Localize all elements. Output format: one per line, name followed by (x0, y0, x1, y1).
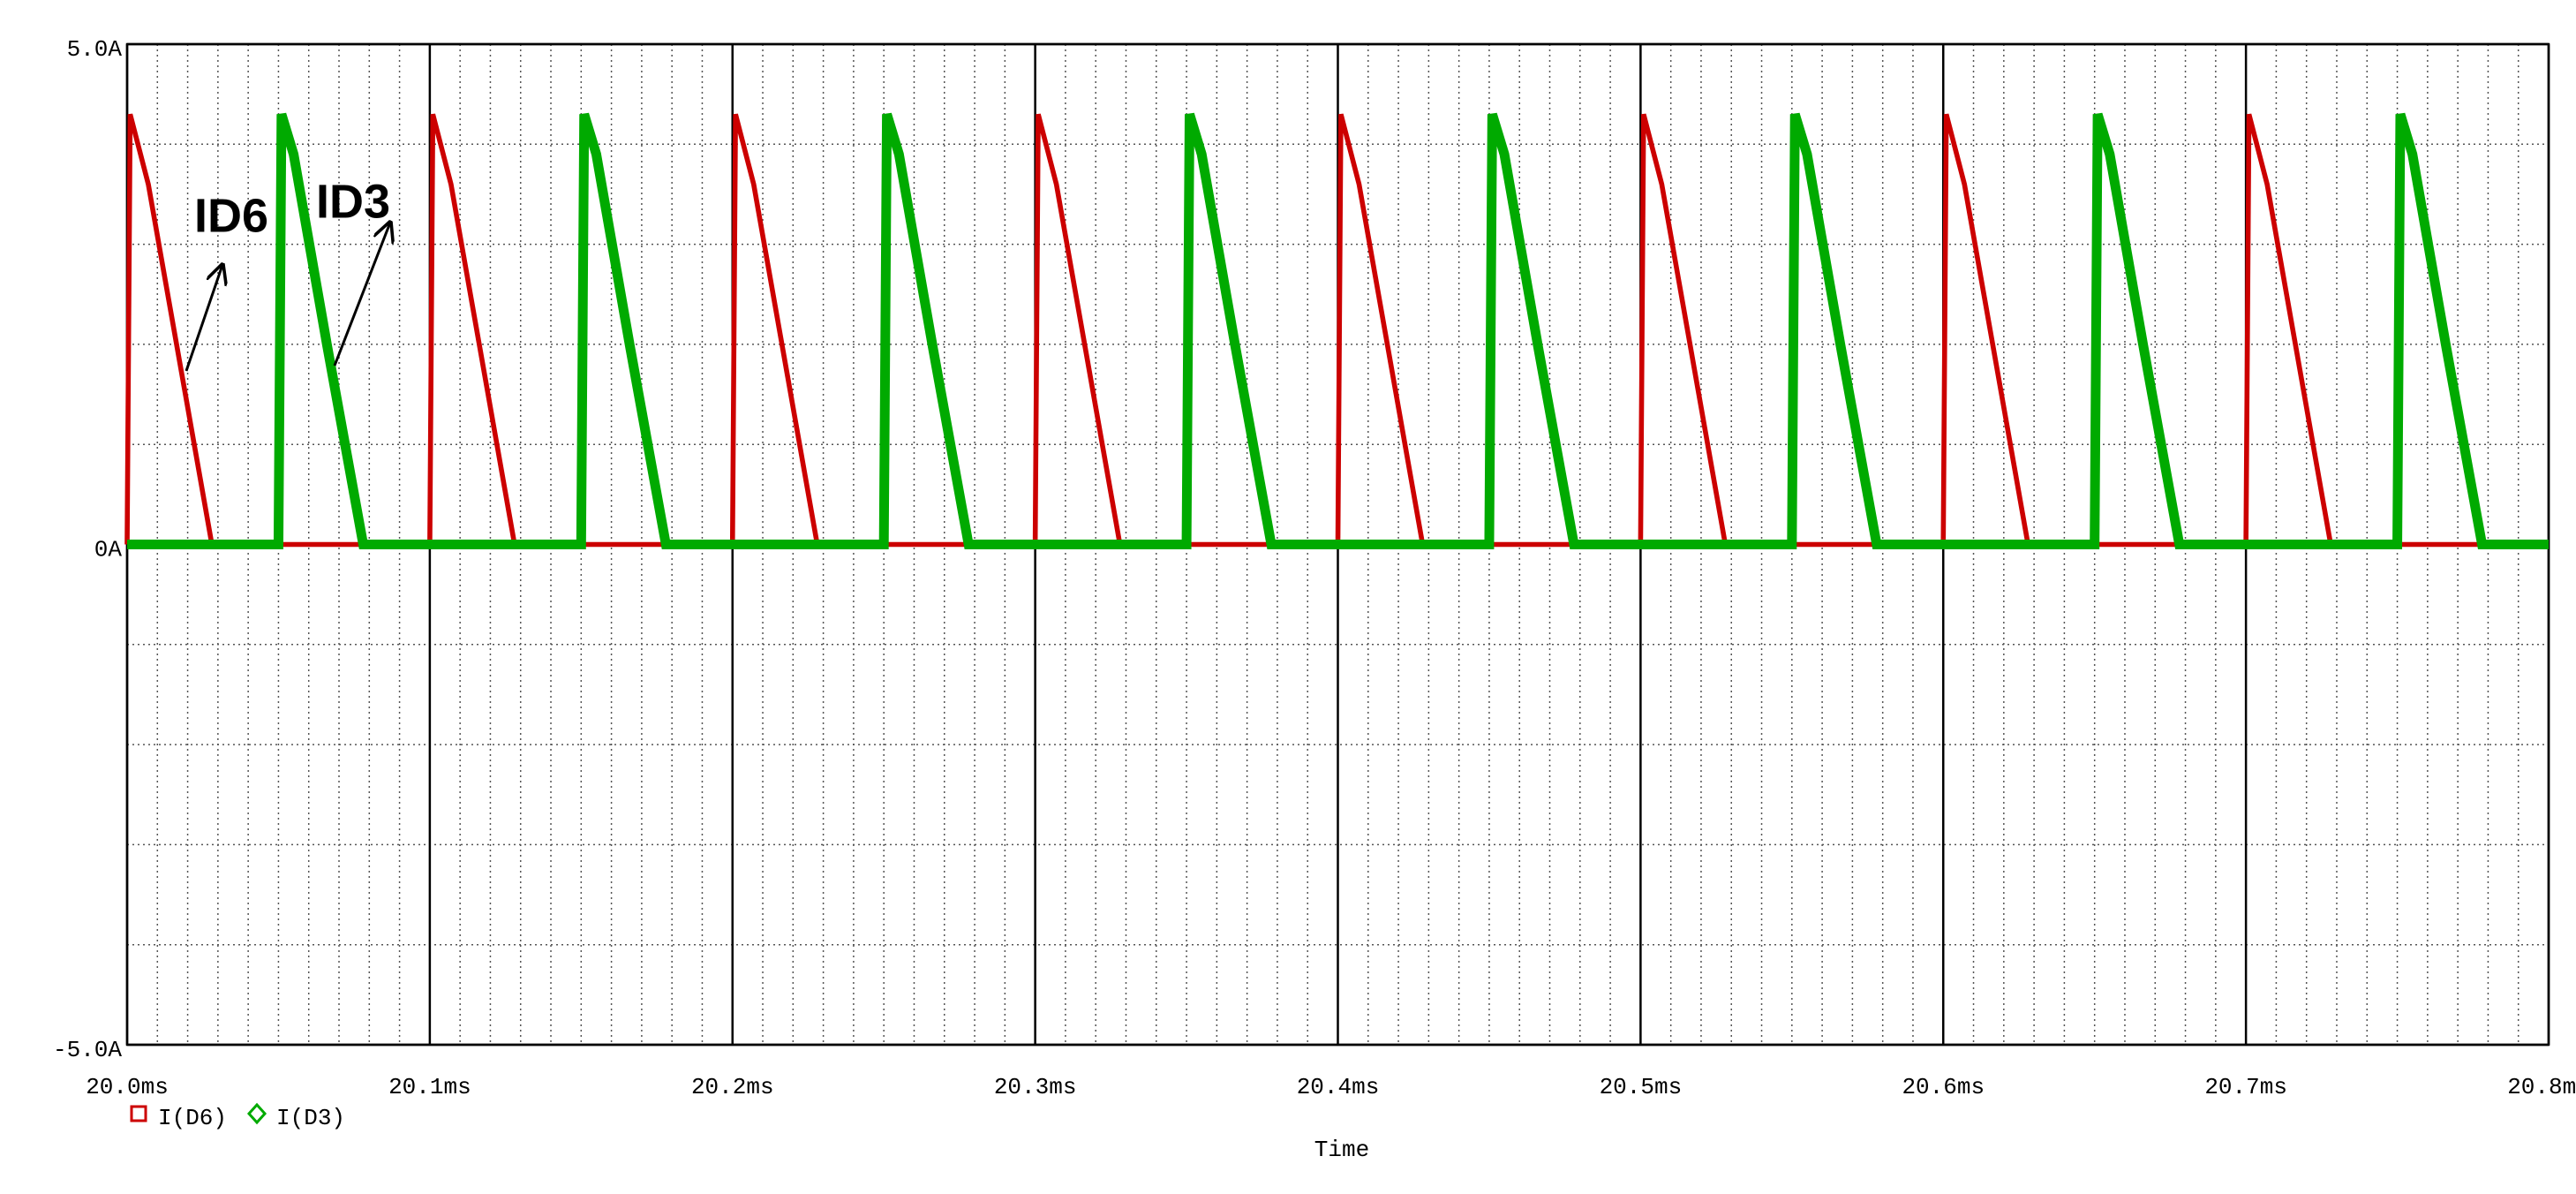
legend-label: I(D6) (158, 1105, 227, 1131)
annotation: ID6 (194, 189, 268, 242)
x-tick-label: 20.6ms (1902, 1074, 1985, 1100)
x-tick-label: 20.7ms (2204, 1074, 2287, 1100)
x-tick-label: 20.2ms (691, 1074, 774, 1100)
y-tick-label: 0A (94, 536, 123, 563)
x-axis-label: Time (1314, 1137, 1369, 1163)
x-tick-label: 20.1ms (388, 1074, 471, 1100)
x-tick-label: 20.8ms (2507, 1074, 2576, 1100)
x-tick-label: 20.5ms (1600, 1074, 1683, 1100)
y-tick-label: 5.0A (67, 36, 123, 63)
y-tick-label: -5.0A (53, 1037, 122, 1063)
legend-label: I(D3) (276, 1105, 345, 1131)
annotation-arrow (185, 265, 222, 372)
series-line (127, 112, 2549, 549)
legend-marker (246, 1102, 267, 1125)
x-tick-label: 20.4ms (1297, 1074, 1380, 1100)
legend-marker (130, 1105, 147, 1122)
x-tick-label: 20.3ms (994, 1074, 1077, 1100)
annotation-arrow (333, 223, 390, 367)
annotation: ID3 (316, 175, 390, 228)
x-tick-label: 20.0ms (86, 1074, 169, 1100)
